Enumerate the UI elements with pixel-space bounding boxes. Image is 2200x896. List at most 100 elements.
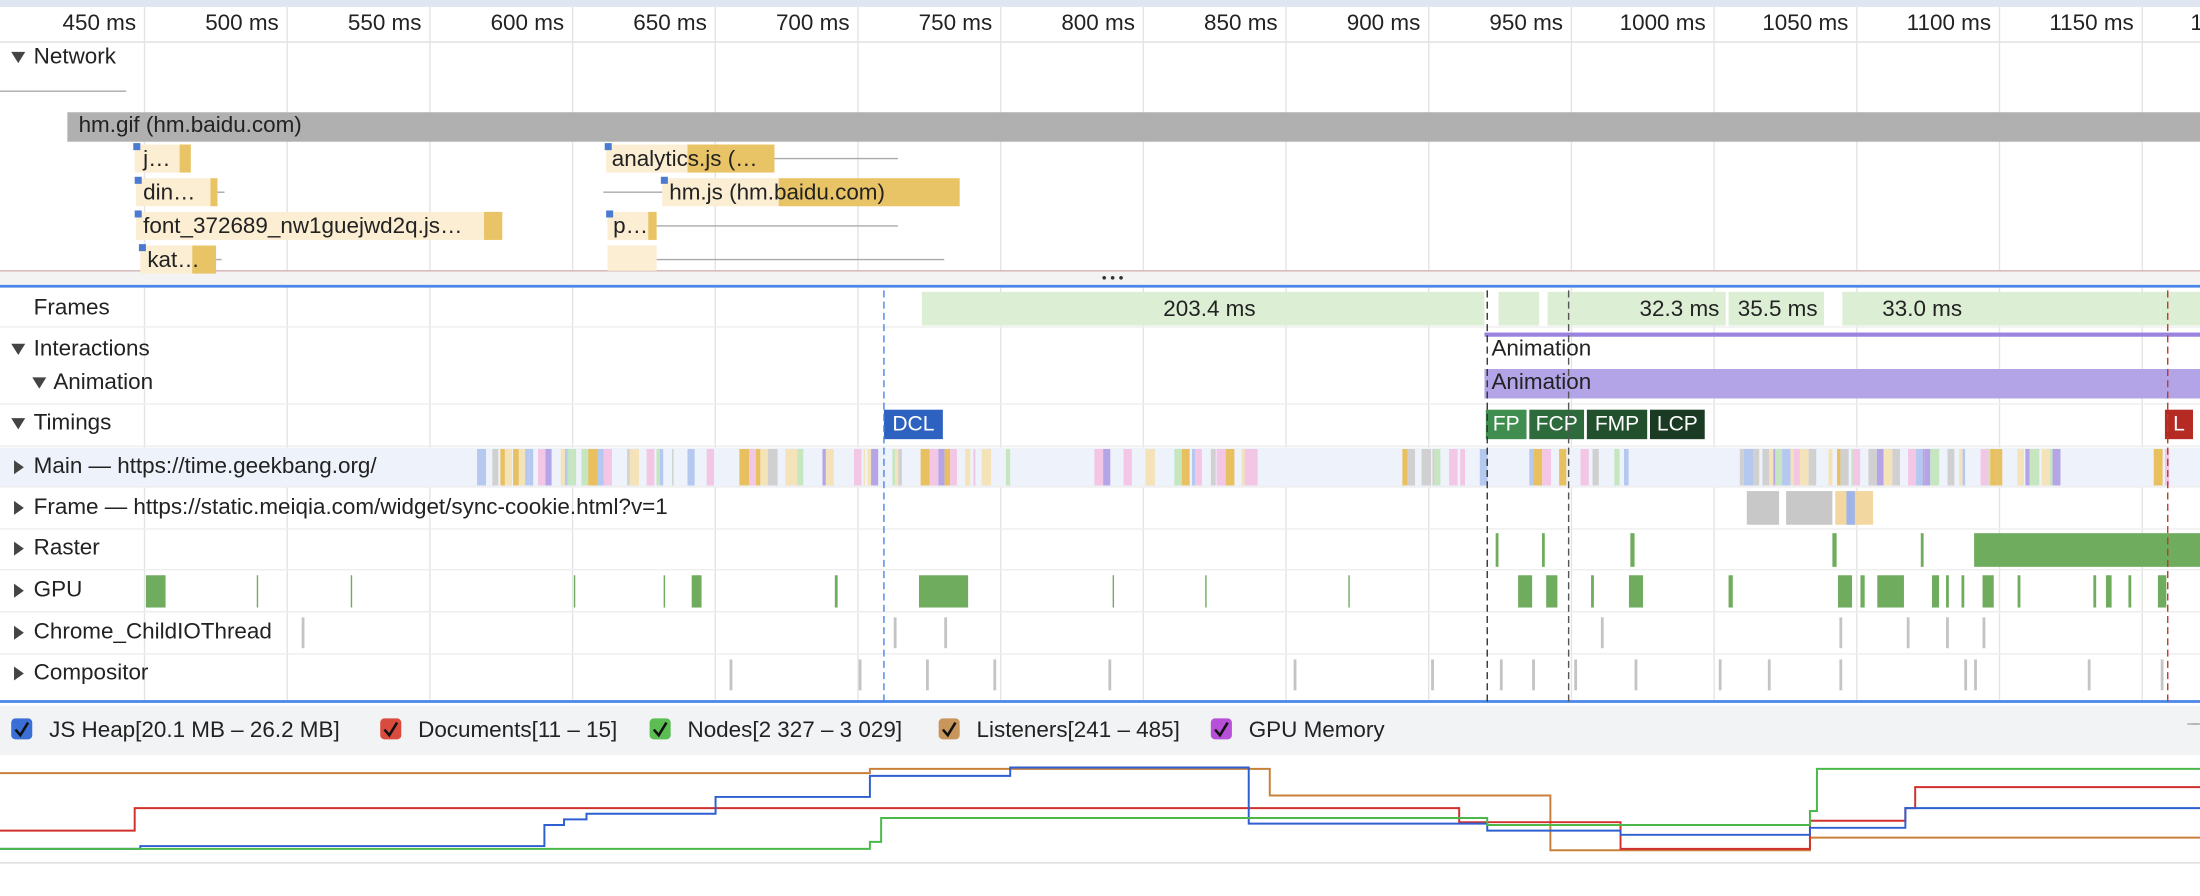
expand-toggle[interactable] [14,542,24,556]
request-label: p… [613,213,648,238]
expand-toggle[interactable] [11,344,25,355]
thread-task [993,659,996,690]
task-slice [581,449,588,485]
counter-label[interactable]: Nodes[2 327 – 3 029] [687,717,902,742]
frame-duration: 203.4 ms [1163,296,1255,321]
task-slice [2053,449,2059,485]
task-slice [1782,449,1790,485]
frame-bar [2161,292,2200,326]
task-slice [1846,491,1854,525]
task-slice [868,449,871,485]
task-slice [588,449,597,485]
task-slice [538,449,546,485]
request-label: analytics.js (… [612,146,758,171]
track-title: Animation [53,369,153,394]
counter-checkbox[interactable] [939,718,960,739]
counter-label[interactable]: GPU Memory [1249,717,1386,742]
raster-task [1496,533,1499,567]
task-slice [1753,449,1759,485]
track-title: GPU [34,577,83,602]
task-slice [892,449,895,485]
counter-label[interactable]: JS Heap[20.1 MB – 26.2 MB] [49,717,340,742]
interaction-line [1484,333,2200,337]
request-bar [648,212,656,240]
expand-toggle[interactable] [14,626,24,640]
overview-strip [0,0,2200,7]
raster-task [1832,533,1836,567]
task-slice [1254,449,1258,485]
expand-toggle[interactable] [14,666,24,680]
task-slice [2017,449,2024,485]
task-slice [1124,449,1128,485]
gpu-task [1729,575,1733,607]
thread-task [859,659,862,690]
expand-toggle[interactable] [14,501,24,515]
gpu-task [2018,575,2021,607]
thread-task [1294,659,1297,690]
task-slice [1146,449,1155,485]
task-slice [1128,449,1132,485]
task-slice [561,449,565,485]
task-slice [973,449,975,485]
expand-toggle[interactable] [14,584,24,598]
task-slice [1775,449,1782,485]
task-slice [2042,449,2050,485]
timing-label: LCP [1657,413,1698,436]
counter-label[interactable]: Listeners[241 – 485] [977,717,1180,742]
ruler-tick-label: 600 ms [491,10,565,35]
task-slice [492,449,498,485]
expand-toggle[interactable] [32,377,46,388]
counter-checkbox[interactable] [650,718,671,739]
counter-legend: JS Heap[20.1 MB – 26.2 MB] Documents[11 –… [11,717,1385,742]
expand-toggle[interactable] [11,418,25,429]
task-slice [756,449,760,485]
gpu-task [257,575,258,607]
task-slice [1773,449,1775,485]
task-slice [478,449,486,485]
gpu-task [1877,575,1904,607]
counter-label[interactable]: Documents[11 – 15] [418,717,617,742]
track-title: Main — https://time.geekbang.org/ [34,453,378,478]
task-slice [597,449,603,485]
task-slice [1868,449,1877,485]
track-title: Interactions [34,335,150,360]
task-slice [647,449,655,485]
task-slice [1828,449,1832,485]
request-label: font_372689_nw1guejwd2q.js… [143,213,462,238]
task-slice [1593,449,1599,485]
ruler-tick-label: 1200 ms [2190,10,2200,35]
ruler-tick-label: 900 ms [1347,10,1421,35]
thread-task [1974,659,1977,690]
counter-checkbox[interactable] [1211,718,1232,739]
task-slice [477,449,478,485]
counter-checkbox[interactable] [11,718,32,739]
gpu-task [835,575,838,607]
gpu-task [1205,575,1206,607]
gpu-task [1983,575,1994,607]
task-slice [895,449,898,485]
frame-duration: 35.5 ms [1738,296,1818,321]
task-slice [1786,491,1832,525]
task-slice [545,449,551,485]
thread-task [302,617,305,648]
task-slice [513,449,519,485]
timing-label: L [2173,413,2185,436]
gpu-task [2128,575,2131,607]
request-marker [139,244,146,251]
counter-checkbox[interactable] [380,718,401,739]
task-slice [1744,449,1753,485]
task-slice [1740,449,1744,485]
task-slice [500,449,505,485]
task-slice [1624,449,1629,485]
task-slice [921,449,930,485]
task-slice [945,449,951,485]
expand-toggle[interactable] [11,52,25,63]
track-title: Frame — https://static.meiqia.com/widget… [34,494,668,519]
thread-task [730,659,733,690]
task-slice [797,449,803,485]
timing-label: DCL [892,413,934,436]
gpu-task [1629,575,1643,607]
task-slice [1094,449,1103,485]
task-slice [1988,449,1990,485]
thread-task [1964,659,1967,690]
